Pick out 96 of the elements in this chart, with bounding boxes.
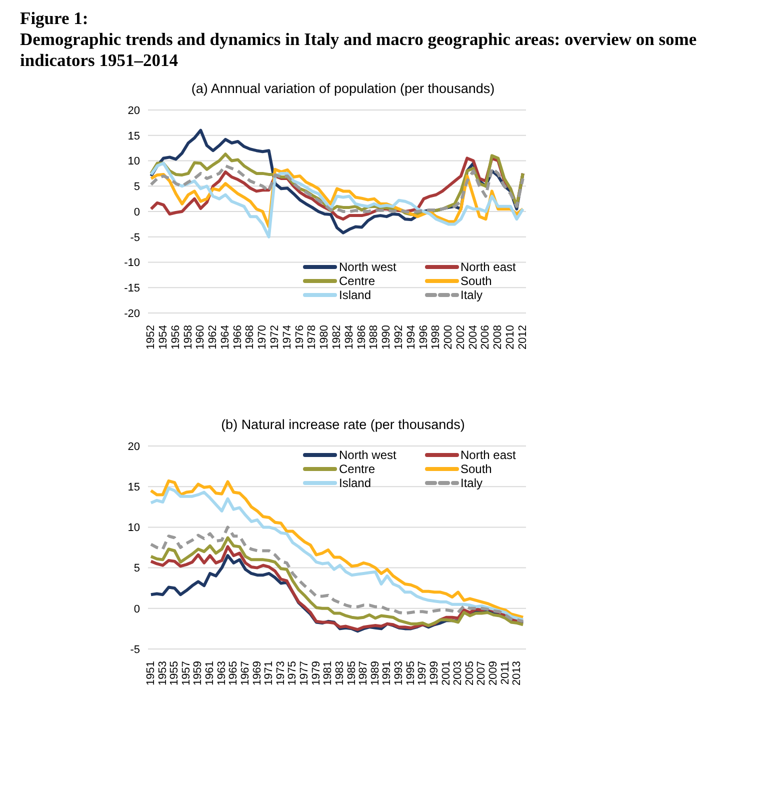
y-tick-label: 5 <box>134 181 140 194</box>
x-tick-label: 1977 <box>298 661 311 686</box>
x-tick-label: 1954 <box>157 325 170 350</box>
x-tick-label: 2009 <box>488 661 500 686</box>
y-tick-label: 5 <box>134 562 140 575</box>
x-tick-label: 1958 <box>182 325 194 350</box>
x-tick-label: 2011 <box>499 661 512 685</box>
x-tick-label: 1986 <box>356 325 368 350</box>
y-tick-label: 0 <box>134 206 140 218</box>
legend-label: Centre <box>339 462 376 476</box>
x-tick-label: 2010 <box>504 325 517 350</box>
x-tick-label: 2008 <box>492 325 504 350</box>
x-tick-label: 1969 <box>251 661 264 686</box>
x-tick-label: 1982 <box>331 325 343 350</box>
x-tick-label: 1987 <box>358 661 370 686</box>
x-tick-label: 1988 <box>368 325 380 350</box>
line-series <box>150 162 524 238</box>
y-tick-label: 15 <box>128 130 140 142</box>
x-tick-label: 1975 <box>286 661 299 686</box>
x-tick-label: 1990 <box>380 325 393 350</box>
y-tick-label: -20 <box>124 308 140 320</box>
legend-label: North west <box>339 260 396 274</box>
x-tick-label: 1959 <box>192 661 204 686</box>
x-tick-label: 1963 <box>216 661 228 686</box>
line-series <box>150 164 524 214</box>
y-tick-label: 10 <box>128 522 140 534</box>
x-tick-label: 1991 <box>381 661 394 686</box>
y-tick-label: 15 <box>128 482 140 494</box>
x-tick-label: 1999 <box>428 661 440 686</box>
legend-label: Italy <box>460 288 483 302</box>
x-tick-label: 2012 <box>516 325 529 350</box>
x-tick-label: 1953 <box>156 661 169 686</box>
legend-label: Island <box>339 288 372 302</box>
x-tick-label: 1955 <box>168 661 181 686</box>
legend-label: Island <box>339 476 372 490</box>
y-tick-label: -5 <box>130 644 140 656</box>
x-tick-label: 2006 <box>480 325 492 350</box>
x-tick-label: 1961 <box>204 661 216 686</box>
x-tick-label: 2002 <box>454 325 467 350</box>
x-tick-label: 1960 <box>194 325 207 350</box>
chart-title: (b) Natural increase rate (per thousands) <box>220 417 466 432</box>
x-tick-label: 1965 <box>228 661 240 686</box>
legend-label: North west <box>339 448 396 462</box>
y-tick-label: 20 <box>128 104 140 117</box>
x-tick-label: 1981 <box>322 661 334 686</box>
x-tick-label: 1995 <box>404 661 417 686</box>
chart-title: (a) Annnual variation of population (per thousands) <box>190 81 496 96</box>
x-tick-label: 1952 <box>145 325 158 350</box>
caption: Figure 1: <box>20 8 90 29</box>
x-tick-label: 1971 <box>263 661 276 686</box>
y-tick-label: 10 <box>128 156 140 168</box>
x-tick-label: 2007 <box>476 661 488 686</box>
x-tick-label: 2000 <box>442 325 455 350</box>
x-tick-label: 1967 <box>239 661 252 686</box>
x-tick-label: 1980 <box>318 325 331 350</box>
legend-label: South <box>460 274 492 288</box>
x-tick-label: 1983 <box>334 661 346 686</box>
legend-label: North east <box>460 260 516 274</box>
x-tick-label: 2003 <box>452 661 464 686</box>
x-tick-label: 1993 <box>393 661 406 686</box>
y-tick-label: -5 <box>130 232 140 244</box>
x-tick-label: 1979 <box>310 661 322 686</box>
x-tick-label: 1992 <box>392 325 405 350</box>
x-tick-label: 1966 <box>232 325 244 350</box>
text: Demographic trends and dynamics in Italy and macro geographic areas: overview on some indicators 1951–2014 <box>20 29 698 71</box>
y-tick-label: -15 <box>124 282 140 295</box>
x-tick-label: 1994 <box>405 325 418 350</box>
x-tick-label: 1957 <box>180 661 192 686</box>
x-tick-label: 2005 <box>464 661 476 686</box>
x-tick-label: 1972 <box>269 325 282 350</box>
x-tick-label: 1962 <box>207 325 220 350</box>
legend-label: South <box>460 462 492 476</box>
x-tick-label: 1956 <box>170 325 182 350</box>
x-tick-label: 1996 <box>418 325 430 350</box>
y-tick-label: 0 <box>134 603 140 616</box>
x-tick-label: 1989 <box>369 661 382 686</box>
legend-label: Italy <box>460 476 483 490</box>
x-tick-label: 1984 <box>343 325 356 350</box>
y-tick-label: -10 <box>124 257 140 270</box>
x-tick-label: 2004 <box>467 325 480 350</box>
x-tick-label: 2013 <box>511 661 524 686</box>
x-tick-label: 1951 <box>144 661 157 686</box>
x-tick-label: 1998 <box>430 325 442 350</box>
legend-label: North east <box>460 448 516 462</box>
x-tick-label: 1978 <box>306 325 318 350</box>
x-tick-label: 1970 <box>256 325 269 350</box>
y-tick-label: 20 <box>128 440 140 453</box>
x-tick-label: 1974 <box>281 325 294 350</box>
x-tick-label: 1973 <box>274 661 287 686</box>
x-tick-label: 1997 <box>416 661 429 686</box>
legend-label: Centre <box>339 274 376 288</box>
x-tick-label: 1976 <box>294 325 306 350</box>
x-tick-label: 1964 <box>219 325 232 350</box>
x-tick-label: 1968 <box>244 325 256 350</box>
x-tick-label: 2001 <box>440 661 452 686</box>
x-tick-label: 1985 <box>346 661 358 686</box>
